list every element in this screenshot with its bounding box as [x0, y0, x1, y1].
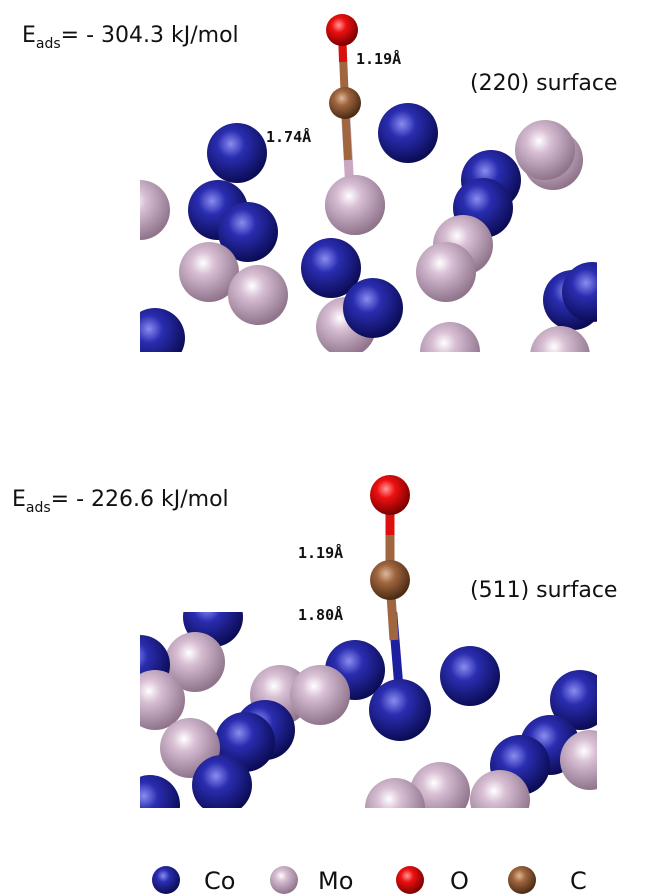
atom: [369, 679, 431, 741]
atom: [228, 265, 288, 325]
legend-swatch: [152, 866, 180, 894]
bond-length: 1.80Å: [298, 605, 343, 624]
legend-swatch: [396, 866, 424, 894]
legend-label: Mo: [318, 867, 353, 894]
atom: [125, 308, 185, 368]
energy-subscript: ads: [26, 500, 51, 516]
atom: [343, 278, 403, 338]
legend-swatch: [508, 866, 536, 894]
atom: [416, 242, 476, 302]
atom: [370, 560, 410, 600]
energy-symbol: E: [12, 487, 26, 512]
legend-label: O: [450, 867, 469, 894]
surface-label: (220) surface: [470, 71, 617, 96]
page: Eads= - 304.3 kJ/mol 1.19Å 1.74Å (220) s…: [0, 0, 656, 894]
atom: [515, 120, 575, 180]
figure: Eads= - 304.3 kJ/mol 1.19Å 1.74Å (220) s…: [0, 0, 656, 894]
atom: [470, 770, 530, 830]
atom: [110, 180, 170, 240]
bond-length: 1.19Å: [356, 49, 401, 68]
surface-atoms: [110, 580, 620, 838]
atom: [440, 646, 500, 706]
atom: [365, 778, 425, 838]
atom: [326, 14, 358, 46]
adsorption-energy: Eads= - 226.6 kJ/mol: [12, 487, 229, 516]
atom: [120, 775, 180, 835]
legend: Co Mo O C: [152, 866, 587, 894]
surface-atoms: [110, 103, 622, 386]
energy-value: = - 226.6 kJ/mol: [51, 487, 229, 512]
surface-label: (511) surface: [470, 578, 617, 603]
legend-swatch: [270, 866, 298, 894]
atom: [325, 175, 385, 235]
atom: [192, 755, 252, 815]
atom: [329, 87, 361, 119]
atom: [560, 730, 620, 790]
atom: [378, 103, 438, 163]
atom: [530, 326, 590, 386]
legend-label: Co: [204, 867, 235, 894]
energy-value: = - 304.3 kJ/mol: [61, 23, 239, 48]
legend-label: C: [570, 867, 587, 894]
atom: [290, 665, 350, 725]
atom: [562, 262, 622, 322]
energy-subscript: ads: [36, 36, 61, 52]
atom: [207, 123, 267, 183]
atom: [370, 475, 410, 515]
energy-symbol: E: [22, 23, 36, 48]
atom: [420, 322, 480, 382]
adsorption-energy: Eads= - 304.3 kJ/mol: [22, 23, 239, 52]
atom: [125, 670, 185, 730]
bond-length: 1.74Å: [266, 127, 311, 146]
bond-length: 1.19Å: [298, 543, 343, 562]
